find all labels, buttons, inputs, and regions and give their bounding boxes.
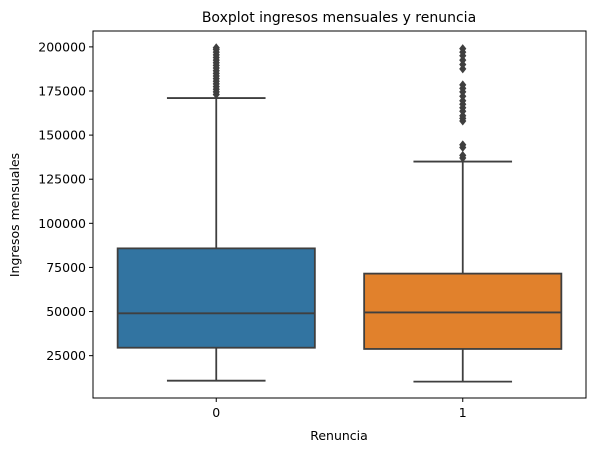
plot-frame	[92, 30, 587, 399]
box-1-iqr-box	[363, 272, 563, 350]
y-tick-label: 125000	[38, 172, 86, 187]
y-tick-label: 100000	[38, 216, 86, 231]
box-0-iqr-box	[116, 247, 316, 349]
y-tick-label: 150000	[38, 128, 86, 143]
x-tick-label: 1	[459, 405, 467, 420]
chart-title: Boxplot ingresos mensuales y renuncia	[202, 10, 476, 26]
box-1-outlier	[459, 150, 467, 160]
y-axis-label: Ingresos mensuales	[7, 153, 22, 277]
box-1-outlier	[459, 140, 467, 150]
x-tick-label: 0	[212, 405, 220, 420]
y-tick-label: 175000	[38, 83, 86, 98]
y-tick-label: 50000	[46, 304, 86, 319]
y-tick-label: 200000	[38, 39, 86, 54]
box-1-outlier	[459, 44, 467, 54]
y-tick-label: 75000	[46, 260, 86, 275]
plot-area: 25000 50000 75000 100000 125000 150000 175000 2…	[38, 30, 587, 420]
box-0-outlier	[212, 43, 220, 53]
x-axis-label: Renuncia	[310, 428, 368, 443]
y-tick-label: 25000	[46, 348, 86, 363]
box-1-outlier	[459, 80, 467, 90]
